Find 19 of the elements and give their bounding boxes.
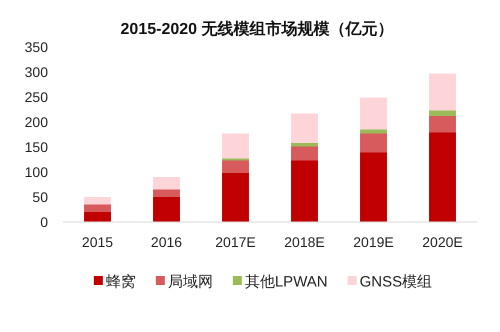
y-tick-label: 300 [24, 64, 48, 80]
title: 2015-2020 无线模组市场规模（亿元） [120, 21, 394, 38]
y-tick-label: 150 [24, 139, 48, 155]
x-tick-label: 2016 [150, 234, 182, 250]
x-tick-label: 2019E [353, 234, 394, 250]
x-tick-label: 2015 [82, 234, 114, 250]
x-tick-label: 2020E [422, 234, 463, 250]
legend-label: 蜂窝 [106, 274, 136, 290]
y-tick-label: 50 [32, 189, 48, 205]
y-tick-label: 200 [24, 114, 48, 130]
y-tick-label: 350 [24, 39, 48, 55]
legend-label: 局域网 [168, 274, 213, 290]
y-tick-label: 100 [24, 164, 48, 180]
x-tick-label: 2017E [215, 234, 256, 250]
legend-label: GNSS模组 [360, 274, 432, 290]
legend-label: 其他LPWAN [244, 274, 328, 290]
y-tick-label: 250 [24, 89, 48, 105]
y-tick-label: 0 [40, 214, 48, 230]
x-tick-label: 2018E [284, 234, 325, 250]
